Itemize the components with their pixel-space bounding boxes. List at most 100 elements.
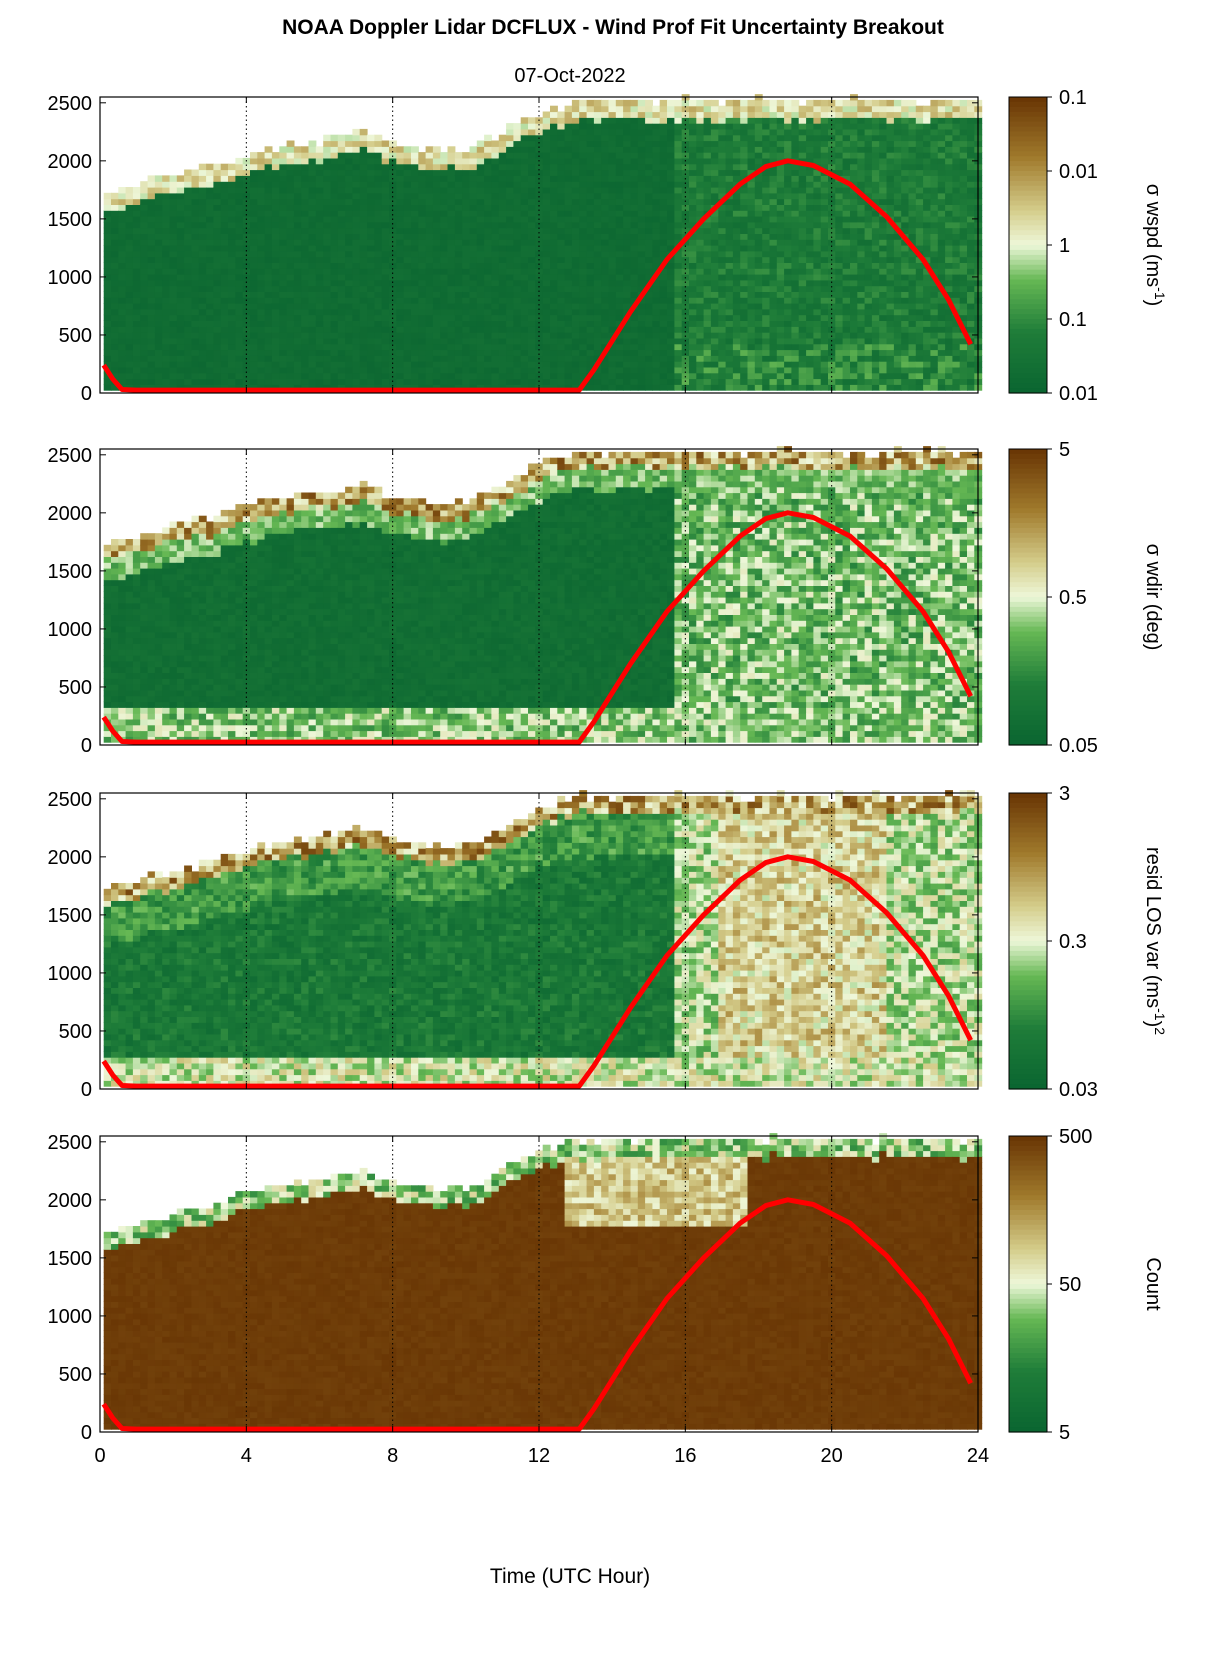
heatmap-cell	[484, 326, 492, 332]
heatmap-cell	[221, 257, 229, 263]
heatmap-cell	[696, 199, 704, 205]
heatmap-cell	[748, 100, 756, 106]
heatmap-cell	[572, 228, 580, 234]
heatmap-cell	[213, 204, 221, 210]
heatmap-cell	[660, 141, 668, 147]
heatmap-cell	[170, 175, 178, 181]
heatmap-cell	[616, 129, 624, 135]
heatmap-cell	[257, 338, 265, 344]
heatmap-cell	[301, 170, 309, 176]
heatmap-cell	[155, 280, 163, 286]
heatmap-cell	[184, 291, 192, 297]
heatmap-cell	[389, 303, 397, 309]
heatmap-cell	[221, 332, 229, 338]
heatmap-cell	[755, 262, 763, 268]
heatmap-cell	[791, 233, 799, 239]
heatmap-cell	[177, 187, 185, 193]
heatmap-cell	[382, 181, 390, 187]
heatmap-cell	[704, 112, 712, 118]
heatmap-cell	[631, 204, 639, 210]
heatmap-cell	[791, 280, 799, 286]
heatmap-cell	[338, 274, 346, 280]
heatmap-cell	[843, 141, 851, 147]
heatmap-cell	[418, 152, 426, 158]
figure-title: NOAA Doppler Lidar DCFLUX - Wind Prof Fi…	[282, 16, 944, 39]
heatmap-cell	[638, 373, 646, 379]
heatmap-cell	[711, 291, 719, 297]
heatmap-cell	[652, 222, 660, 228]
heatmap-cell	[777, 309, 785, 315]
heatmap-cell	[638, 315, 646, 321]
heatmap-cell	[360, 141, 368, 147]
heatmap-cell	[323, 141, 331, 147]
heatmap-cell	[506, 239, 514, 245]
heatmap-cell	[140, 245, 148, 251]
heatmap-cell	[740, 355, 748, 361]
heatmap-cell	[367, 361, 375, 367]
heatmap-cell	[506, 129, 514, 135]
heatmap-cell	[594, 344, 602, 350]
heatmap-cell	[265, 350, 273, 356]
heatmap-cell	[221, 228, 229, 234]
heatmap-cell	[806, 175, 814, 181]
heatmap-cell	[206, 233, 214, 239]
heatmap-cell	[184, 199, 192, 205]
heatmap-cell	[528, 332, 536, 338]
heatmap-cell	[784, 100, 792, 106]
heatmap-cell	[813, 332, 821, 338]
heatmap-cell	[448, 262, 456, 268]
heatmap-cell	[631, 123, 639, 129]
heatmap-cell	[557, 274, 565, 280]
heatmap-cell	[594, 199, 602, 205]
heatmap-cell	[587, 326, 595, 332]
heatmap-cell	[199, 361, 207, 367]
heatmap-cell	[228, 321, 236, 327]
heatmap-cell	[674, 222, 682, 228]
heatmap-cell	[616, 257, 624, 263]
heatmap-cell	[550, 175, 558, 181]
heatmap-cell	[265, 216, 273, 222]
heatmap-cell	[455, 309, 463, 315]
heatmap-cell	[733, 164, 741, 170]
heatmap-cell	[821, 228, 829, 234]
heatmap-cell	[594, 379, 602, 385]
heatmap-cell	[521, 199, 529, 205]
heatmap-cell	[565, 158, 573, 164]
heatmap-cell	[477, 379, 485, 385]
heatmap-cell	[513, 123, 521, 129]
heatmap-cell	[543, 355, 551, 361]
heatmap-cell	[587, 146, 595, 152]
heatmap-cell	[521, 152, 529, 158]
heatmap-cell	[843, 123, 851, 129]
heatmap-cell	[221, 280, 229, 286]
heatmap-cell	[689, 158, 697, 164]
heatmap-cell	[689, 181, 697, 187]
heatmap-cell	[352, 175, 360, 181]
heatmap-cell	[521, 367, 529, 373]
heatmap-cell	[250, 239, 258, 245]
heatmap-cell	[506, 228, 514, 234]
heatmap-cell	[345, 344, 353, 350]
heatmap-cell	[791, 379, 799, 385]
heatmap-cell	[762, 361, 770, 367]
heatmap-cell	[155, 199, 163, 205]
heatmap-cell	[184, 326, 192, 332]
heatmap-cell	[667, 321, 675, 327]
heatmap-cell	[213, 216, 221, 222]
heatmap-cell	[104, 384, 112, 390]
heatmap-cell	[499, 222, 507, 228]
heatmap-cell	[257, 355, 265, 361]
heatmap-cell	[740, 170, 748, 176]
heatmap-cell	[726, 373, 734, 379]
heatmap-cell	[733, 303, 741, 309]
heatmap-cell	[104, 321, 112, 327]
heatmap-cell	[440, 262, 448, 268]
heatmap-cell	[711, 268, 719, 274]
heatmap-cell	[360, 152, 368, 158]
heatmap-cell	[711, 338, 719, 344]
heatmap-cell	[470, 350, 478, 356]
heatmap-cell	[287, 297, 295, 303]
heatmap-cell	[250, 373, 258, 379]
heatmap-cell	[455, 338, 463, 344]
heatmap-cell	[338, 326, 346, 332]
